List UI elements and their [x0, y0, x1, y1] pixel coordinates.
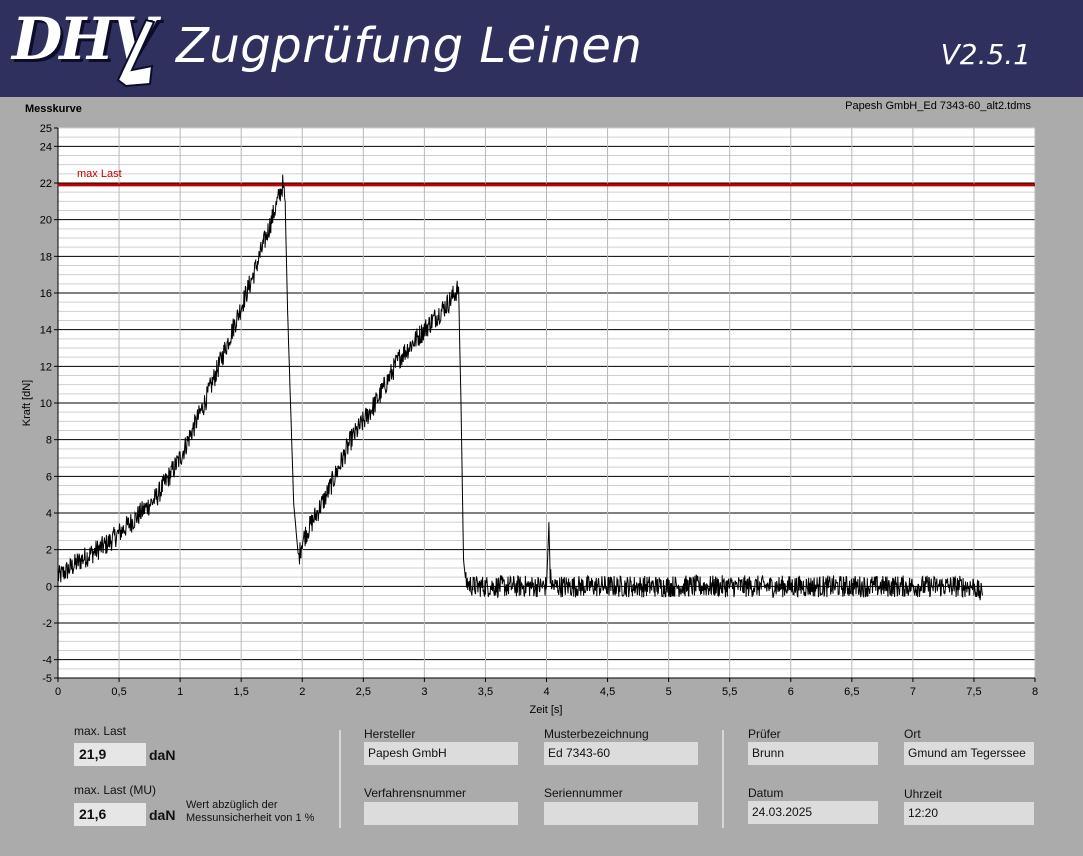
max-last-unit: daN — [149, 747, 176, 763]
y-tick-label: 12 — [40, 361, 52, 373]
x-tick-label: 3,5 — [478, 686, 493, 698]
version-label: V2.5.1 — [940, 38, 1031, 71]
x-tick-label: 4 — [543, 686, 549, 698]
y-tick-label: 25 — [40, 123, 52, 135]
y-tick-label: 16 — [40, 288, 52, 300]
y-tick-label: 20 — [40, 215, 52, 227]
hersteller-label: Hersteller — [364, 727, 416, 741]
max-last-mu-unit: daN — [149, 807, 176, 823]
y-tick-label: 14 — [40, 325, 52, 337]
musterbezeichnung-label: Musterbezeichnung — [544, 727, 649, 741]
dhv-logo-swoosh-icon — [116, 18, 156, 88]
ort-field[interactable]: Gmund am Tegerssee — [904, 742, 1034, 765]
x-tick-label: 8 — [1032, 686, 1038, 698]
datum-field[interactable]: 24.03.2025 — [748, 801, 878, 824]
y-axis-label: Kraft [dN] — [21, 380, 33, 426]
y-tick-label: -2 — [42, 618, 52, 630]
x-tick-label: 5,5 — [722, 686, 737, 698]
max-last-mu-label: max. Last (MU) — [74, 783, 157, 797]
force-time-chart: max Last 0 0,5 1 1,5 2 2,5 3 3,5 4 4,5 5 5,5 6 6,5 7 7,… — [21, 123, 1038, 716]
file-name: Papesh GmbH_Ed 7343-60_alt2.tdms — [845, 100, 1031, 112]
chart-section-label: Messkurve — [25, 103, 82, 115]
uhrzeit-field[interactable]: 12:20 — [904, 802, 1034, 825]
x-tick-label: 1 — [177, 686, 183, 698]
x-tick-label: 7,5 — [966, 686, 981, 698]
y-tick-label: 22 — [40, 178, 52, 190]
divider — [722, 730, 724, 828]
x-tick-label: 6 — [788, 686, 794, 698]
max-last-label: max. Last — [74, 724, 127, 738]
app-header: DHV Zugprüfung Leinen V2.5.1 — [0, 0, 1083, 97]
y-tick-label: 6 — [46, 471, 52, 483]
hersteller-field[interactable]: Papesh GmbH — [364, 742, 518, 765]
y-tick-label: -5 — [42, 673, 52, 685]
x-tick-label: 5 — [666, 686, 672, 698]
x-tick-label: 3 — [421, 686, 427, 698]
divider — [339, 730, 341, 828]
app-title: Zugprüfung Leinen — [176, 18, 643, 74]
x-tick-label: 2 — [299, 686, 305, 698]
y-tick-label: 18 — [40, 251, 52, 263]
pruefer-label: Prüfer — [748, 727, 781, 741]
x-axis-label: Zeit [s] — [529, 704, 562, 716]
y-tick-label: 8 — [46, 435, 52, 447]
x-tick-label: 4,5 — [600, 686, 615, 698]
x-tick-label: 6,5 — [844, 686, 859, 698]
musterbezeichnung-field[interactable]: Ed 7343-60 — [544, 742, 698, 765]
verfahrensnummer-field[interactable] — [364, 802, 518, 825]
y-tick-label: 2 — [46, 545, 52, 557]
uhrzeit-label: Uhrzeit — [904, 787, 943, 801]
measurement-uncertainty-note: Wert abzüglich der Messunsicherheit von … — [186, 799, 315, 824]
y-tick-label: 4 — [46, 508, 52, 520]
ort-label: Ort — [904, 727, 921, 741]
verfahrensnummer-label: Verfahrensnummer — [364, 786, 467, 800]
force-series-line — [57, 174, 983, 601]
max-last-mu-value: 21,6 — [74, 803, 146, 826]
y-tick-label: 0 — [46, 581, 52, 593]
x-tick-label: 7 — [910, 686, 916, 698]
x-tick-label: 1,5 — [234, 686, 249, 698]
x-tick-label: 2,5 — [356, 686, 371, 698]
seriennummer-label: Seriennummer — [544, 786, 623, 800]
x-tick-label: 0,5 — [111, 686, 126, 698]
y-tick-label: 10 — [40, 398, 52, 410]
pruefer-field[interactable]: Brunn — [748, 742, 878, 765]
y-tick-label: 24 — [40, 141, 52, 153]
datum-label: Datum — [748, 786, 784, 800]
y-tick-label: -4 — [42, 655, 52, 667]
x-tick-label: 0 — [55, 686, 61, 698]
max-last-line-label: max Last — [77, 168, 122, 180]
seriennummer-field[interactable] — [544, 802, 698, 825]
max-last-value: 21,9 — [74, 743, 146, 766]
